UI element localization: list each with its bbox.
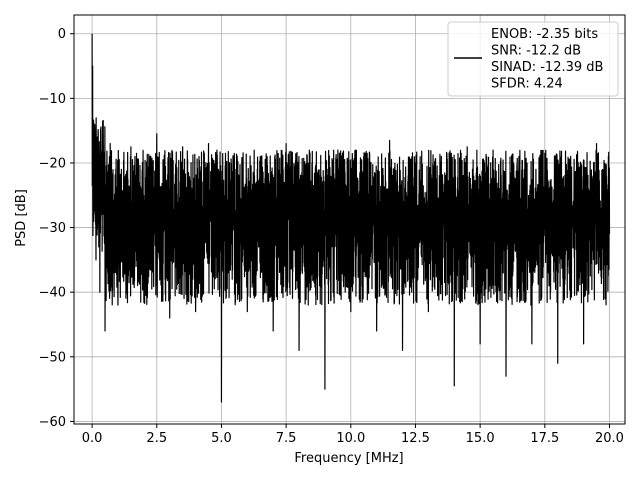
x-axis-label: Frequency [MHz]: [294, 451, 403, 466]
x-tick-label: 0.0: [82, 431, 103, 446]
y-tick-label: −20: [39, 156, 66, 171]
y-tick-label: 0: [58, 27, 66, 42]
y-axis-label: PSD [dB]: [14, 189, 29, 247]
legend-entry-enob: ENOB: -2.35 bits: [491, 27, 598, 42]
x-tick-label: 10.0: [336, 431, 365, 446]
x-tick-label: 7.5: [276, 431, 297, 446]
legend-entry-sinad: SINAD: -12.39 dB: [491, 60, 603, 75]
y-axis-ticks: 0 −10 −20 −30 −40 −50 −60: [39, 27, 74, 430]
y-tick-label: −10: [39, 92, 66, 107]
y-tick-label: −40: [39, 286, 66, 301]
x-tick-label: 17.5: [530, 431, 559, 446]
legend-entry-sfdr: SFDR: 4.24: [491, 77, 563, 92]
x-tick-label: 2.5: [146, 431, 167, 446]
legend-entry-snr: SNR: -12.2 dB: [491, 44, 581, 59]
x-tick-label: 15.0: [466, 431, 495, 446]
axes-border: [73, 14, 626, 425]
y-tick-label: −50: [39, 350, 66, 365]
x-tick-label: 20.0: [595, 431, 624, 446]
x-tick-label: 12.5: [401, 431, 430, 446]
legend-box: [447, 21, 619, 97]
x-axis-ticks: 0.0 2.5 5.0 7.5 10.0 12.5 15.0 17.5 20.0: [82, 424, 624, 446]
psd-line: [91, 33, 611, 403]
psd-series: [91, 33, 611, 403]
x-tick-label: 5.0: [211, 431, 232, 446]
axes-frame: [73, 14, 626, 425]
y-tick-label: −30: [39, 221, 66, 236]
y-tick-label: −60: [39, 415, 66, 430]
legend: ENOB: -2.35 bits SNR: -12.2 dB SINAD: -1…: [447, 21, 619, 97]
